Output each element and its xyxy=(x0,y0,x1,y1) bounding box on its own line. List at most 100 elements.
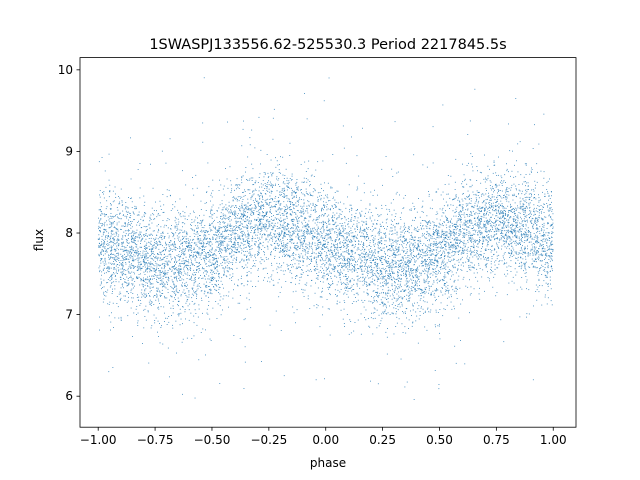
scatter-point xyxy=(261,361,262,362)
scatter-point xyxy=(376,268,378,269)
scatter-point xyxy=(288,198,290,200)
scatter-point xyxy=(187,261,189,262)
scatter-point xyxy=(289,187,291,189)
scatter-point xyxy=(475,193,477,195)
scatter-point xyxy=(289,255,291,257)
scatter-point xyxy=(106,267,108,269)
scatter-point xyxy=(541,254,542,256)
scatter-point xyxy=(102,192,103,193)
scatter-point xyxy=(516,289,518,291)
scatter-point xyxy=(510,232,512,234)
scatter-point xyxy=(153,245,155,247)
scatter-point xyxy=(522,183,523,185)
scatter-point xyxy=(486,263,488,265)
scatter-point xyxy=(272,279,274,281)
scatter-point xyxy=(229,166,231,168)
scatter-point xyxy=(528,202,530,204)
scatter-point xyxy=(130,221,131,222)
scatter-point xyxy=(502,207,504,209)
scatter-point xyxy=(204,276,206,277)
scatter-point xyxy=(276,243,278,245)
scatter-point xyxy=(223,268,225,270)
scatter-point xyxy=(527,248,528,250)
scatter-point xyxy=(289,270,291,271)
scatter-point xyxy=(192,287,194,289)
scatter-point xyxy=(504,207,506,209)
scatter-point xyxy=(254,147,256,149)
scatter-point xyxy=(400,358,402,360)
scatter-point xyxy=(420,227,422,229)
scatter-point xyxy=(406,270,408,272)
scatter-point xyxy=(220,242,221,244)
scatter-point xyxy=(179,324,181,326)
scatter-point xyxy=(322,275,323,277)
scatter-point xyxy=(170,228,172,230)
scatter-point xyxy=(373,290,375,292)
scatter-point xyxy=(175,289,177,291)
scatter-point xyxy=(436,271,437,273)
scatter-point xyxy=(219,243,221,245)
scatter-point xyxy=(450,269,452,271)
scatter-point xyxy=(156,257,158,259)
scatter-point xyxy=(272,228,274,230)
scatter-point xyxy=(375,274,376,276)
scatter-point xyxy=(264,193,266,194)
scatter-point xyxy=(468,260,470,262)
scatter-point xyxy=(452,245,454,246)
scatter-point xyxy=(240,283,242,285)
scatter-point xyxy=(548,255,550,256)
scatter-point xyxy=(531,167,532,169)
scatter-point xyxy=(121,273,123,275)
scatter-point xyxy=(250,210,252,212)
scatter-point xyxy=(212,307,214,309)
scatter-point xyxy=(369,209,371,211)
scatter-point xyxy=(200,264,202,265)
scatter-point xyxy=(459,211,461,213)
scatter-point xyxy=(537,239,539,241)
scatter-point xyxy=(307,251,309,253)
scatter-point xyxy=(311,253,313,254)
scatter-point xyxy=(455,237,457,238)
scatter-point xyxy=(231,230,233,232)
scatter-point xyxy=(404,240,406,241)
scatter-point xyxy=(382,277,384,279)
scatter-point xyxy=(257,217,259,219)
scatter-point xyxy=(446,193,448,195)
scatter-point xyxy=(264,277,266,279)
scatter-point xyxy=(109,301,111,303)
scatter-point xyxy=(315,262,317,264)
scatter-point xyxy=(432,268,433,270)
scatter-point xyxy=(196,294,198,295)
scatter-point xyxy=(429,250,431,251)
scatter-point xyxy=(221,203,223,205)
scatter-point xyxy=(259,223,261,224)
scatter-point xyxy=(353,256,355,258)
scatter-point xyxy=(128,230,130,231)
scatter-point xyxy=(340,235,342,237)
scatter-point xyxy=(384,257,386,259)
scatter-point xyxy=(515,225,517,226)
scatter-point xyxy=(206,237,208,239)
scatter-point xyxy=(274,234,275,236)
scatter-point xyxy=(185,264,186,266)
scatter-point xyxy=(175,259,176,261)
scatter-point xyxy=(428,281,430,283)
scatter-point xyxy=(354,252,356,254)
scatter-point xyxy=(342,231,344,233)
scatter-point xyxy=(501,190,503,192)
scatter-point xyxy=(259,228,261,230)
scatter-point xyxy=(305,191,307,193)
scatter-point xyxy=(256,200,258,202)
scatter-point xyxy=(521,228,523,230)
scatter-point xyxy=(354,252,356,254)
scatter-point xyxy=(251,196,253,198)
scatter-point xyxy=(132,284,134,286)
scatter-point xyxy=(455,246,456,248)
scatter-point xyxy=(138,258,140,260)
scatter-point xyxy=(282,224,284,226)
scatter-point xyxy=(167,279,169,281)
scatter-point xyxy=(115,275,116,276)
scatter-point xyxy=(465,209,467,211)
scatter-point xyxy=(517,253,519,255)
scatter-point xyxy=(284,183,286,185)
